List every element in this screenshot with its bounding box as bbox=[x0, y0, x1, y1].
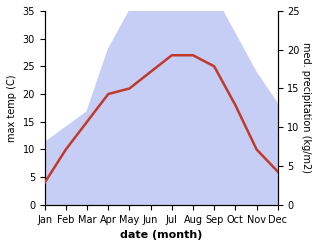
X-axis label: date (month): date (month) bbox=[120, 230, 203, 240]
Y-axis label: med. precipitation (kg/m2): med. precipitation (kg/m2) bbox=[301, 42, 311, 173]
Y-axis label: max temp (C): max temp (C) bbox=[7, 74, 17, 142]
